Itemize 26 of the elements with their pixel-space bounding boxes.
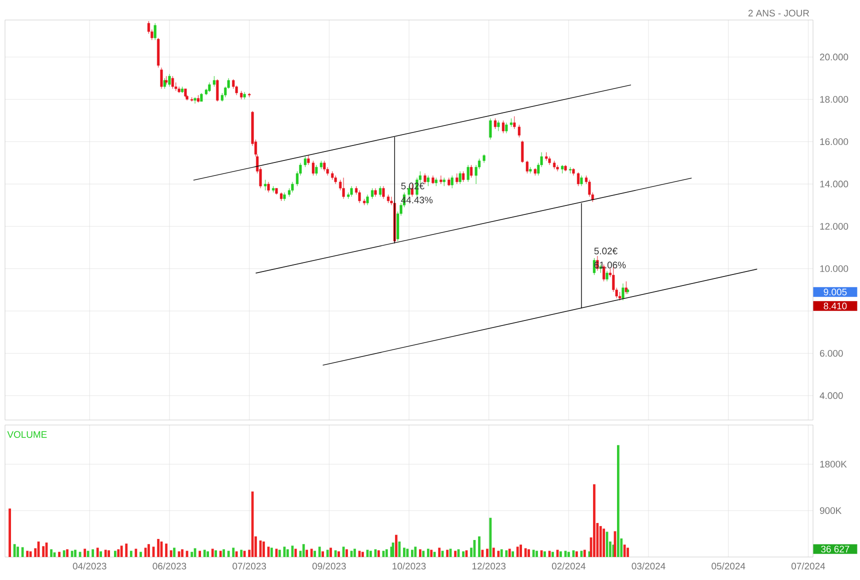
x-tick-label: 09/2023: [312, 562, 346, 570]
y-tick-label: 20.000: [820, 54, 848, 60]
y-tick-label: 4.000: [820, 392, 843, 400]
chart-title: 2 ANS - JOUR: [748, 10, 810, 16]
x-tick-label: 05/2024: [712, 562, 746, 570]
text: 8.410: [824, 302, 847, 310]
annotation: 5.02€: [594, 248, 618, 254]
x-tick-label: 02/2024: [552, 562, 586, 570]
y-tick-label: 18.000: [820, 96, 848, 103]
x-tick-label: 03/2024: [632, 562, 666, 570]
x-tick-label: 12/2023: [472, 562, 506, 570]
text: 36 627: [821, 546, 850, 552]
x-tick-label: 06/2023: [152, 562, 186, 570]
y-tick-label: 14.000: [820, 180, 848, 188]
y-tick-label: 16.000: [820, 138, 848, 146]
x-tick-label: 10/2023: [392, 562, 426, 570]
text: 9.005: [824, 288, 847, 296]
x-tick-label: 07/2023: [232, 562, 266, 570]
y-tick-label: 10.000: [820, 265, 848, 272]
y-tick-label: 12.000: [820, 222, 848, 230]
x-tick-label: 04/2023: [72, 562, 106, 570]
y-tick-label: 6.000: [820, 350, 843, 357]
y-tick-label: 900K: [820, 507, 842, 514]
x-tick-label: 07/2024: [791, 562, 826, 570]
y-tick-label: 1800K: [820, 460, 847, 468]
annotation: VOLUME: [7, 431, 47, 438]
